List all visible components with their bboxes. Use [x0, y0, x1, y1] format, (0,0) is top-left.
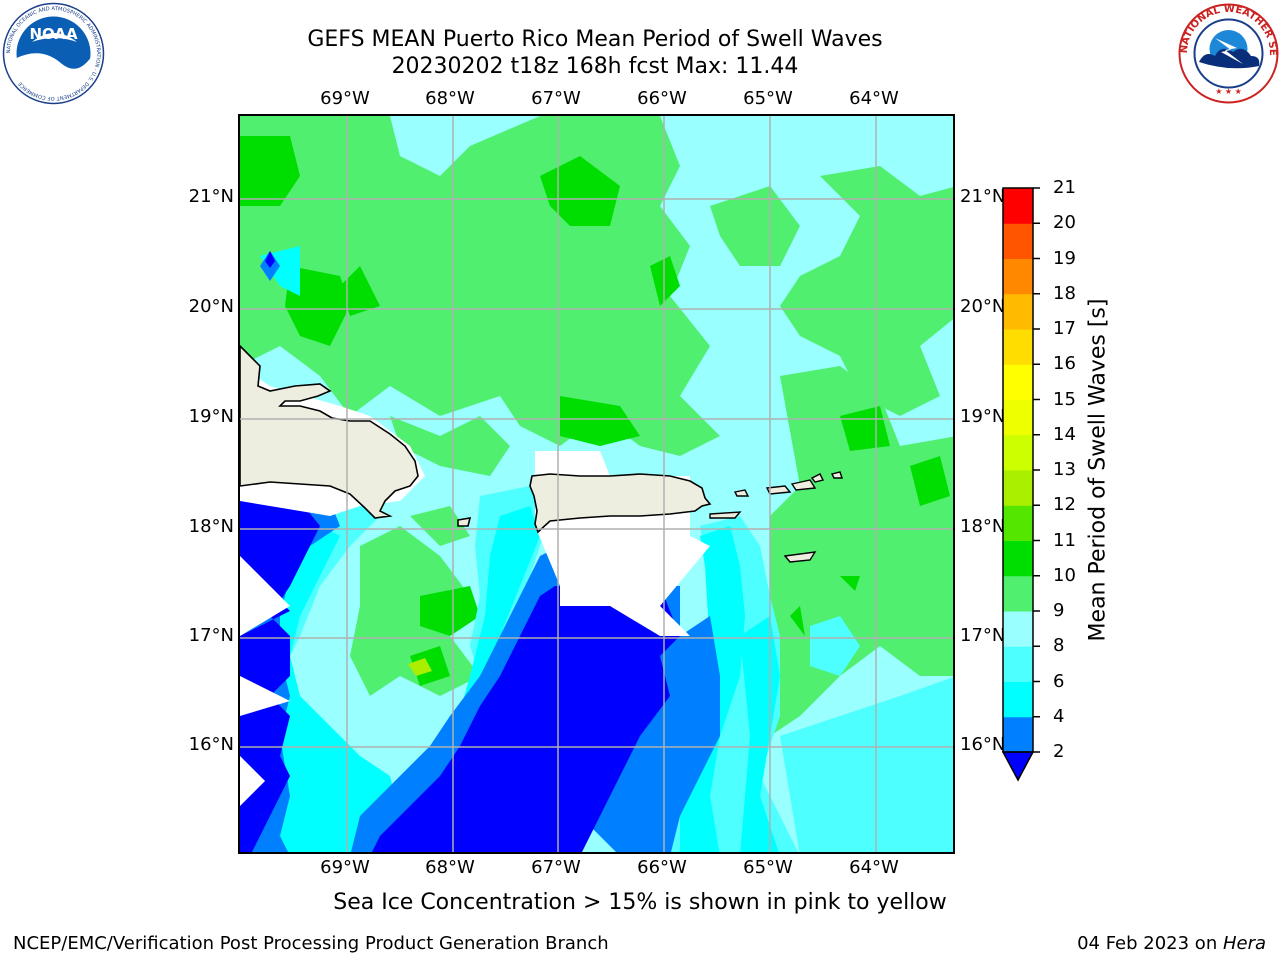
lon-label-top: 67°W [531, 88, 581, 109]
lon-label-top: 66°W [637, 88, 687, 109]
colorbar-cell [1003, 223, 1033, 259]
lat-label-right: 17°N [960, 625, 1006, 646]
colorbar-tick-label: 2 [1053, 741, 1065, 762]
land-puerto-rico [457, 473, 712, 534]
colorbar-tick-label: 21 [1053, 177, 1076, 198]
lat-label-right: 16°N [960, 734, 1006, 755]
lat-label-left: 18°N [188, 516, 234, 537]
colorbar-tick-label: 8 [1053, 635, 1065, 657]
colorbar-tick-label: 9 [1053, 600, 1065, 621]
colorbar-tick-label: 20 [1053, 212, 1076, 234]
colorbar-tick-label: 13 [1053, 459, 1076, 480]
colorbar-ticks [1033, 187, 1040, 753]
svg-text:★ ★ ★: ★ ★ ★ [1215, 87, 1242, 96]
lon-label-top: 68°W [425, 88, 475, 109]
colorbar-cell [1003, 188, 1033, 224]
lon-label-bottom: 67°W [531, 857, 581, 878]
colorbar-cell [1003, 505, 1033, 541]
lon-label-top: 69°W [320, 88, 370, 109]
sea-ice-note: Sea Ice Concentration > 15% is shown in … [333, 890, 947, 915]
contour-10-11-s [240, 136, 950, 686]
colorbar-title: Mean Period of Swell Waves [s] [1085, 298, 1111, 642]
colorbar-cell [1003, 293, 1033, 330]
footer-date-text: 04 Feb 2023 on [1077, 933, 1223, 954]
lon-label-bottom: 66°W [637, 857, 687, 878]
colorbar-cell [1003, 575, 1033, 612]
colorbar-cell [1003, 399, 1033, 436]
contour-below-2-s [240, 251, 680, 852]
graticule [240, 116, 953, 852]
colorbar-tick-label: 16 [1053, 353, 1076, 375]
nws-logo: NATIONAL WEATHER SERVICE ★ ★ ★ [1173, 0, 1280, 105]
footer-branch: NCEP/EMC/Verification Post Processing Pr… [13, 933, 609, 954]
lat-label-right: 21°N [960, 186, 1006, 207]
lat-label-right: 19°N [960, 406, 1006, 427]
land-hispaniola [240, 344, 419, 519]
colorbar-tick-label: 6 [1053, 670, 1065, 692]
lon-label-bottom: 68°W [425, 857, 475, 878]
colorbar-tick-label: 15 [1053, 388, 1076, 410]
lat-label-right: 20°N [960, 296, 1006, 317]
chart-subtitle: 20230202 t18z 168h fcst Max: 11.44 [391, 54, 799, 79]
map-svg [240, 116, 953, 852]
colorbar-cell [1003, 470, 1033, 506]
colorbar [1001, 187, 1040, 782]
colorbar-cell [1003, 364, 1033, 400]
colorbar-cell [1003, 329, 1033, 365]
colorbar-tick-label: 4 [1053, 705, 1065, 727]
colorbar-tick-label: 12 [1053, 494, 1076, 516]
colorbar-cell [1003, 540, 1033, 577]
colorbar-cell [1003, 611, 1033, 647]
colorbar-cell [1003, 434, 1033, 471]
lat-label-left: 19°N [188, 406, 234, 427]
noaa-logo-text: NOAA [29, 25, 78, 43]
lon-label-bottom: 69°W [320, 857, 370, 878]
colorbar-tick-label: 19 [1053, 247, 1076, 269]
noaa-logo: NOAA NATIONAL OCEANIC AND ATMOSPHERIC AD… [2, 2, 105, 105]
colorbar-cell [1003, 716, 1033, 753]
land-virgin-islands [709, 471, 843, 563]
chart-title: GEFS MEAN Puerto Rico Mean Period of Swe… [307, 27, 883, 52]
colorbar-cell [1003, 258, 1033, 295]
footer-host: Hera [1222, 933, 1266, 954]
lat-label-left: 16°N [188, 734, 234, 755]
map-plot-area [238, 114, 955, 854]
contour-12-13-s [408, 658, 432, 676]
lat-label-left: 21°N [188, 186, 234, 207]
lat-label-left: 17°N [188, 625, 234, 646]
lon-label-bottom: 64°W [849, 857, 899, 878]
lon-label-bottom: 65°W [743, 857, 793, 878]
lat-label-left: 20°N [188, 296, 234, 317]
colorbar-cell [1003, 681, 1033, 718]
colorbar-tick-label: 11 [1053, 529, 1076, 551]
colorbar-extend-arrow [1001, 751, 1035, 782]
colorbar-tick-label: 10 [1053, 564, 1076, 586]
colorbar-tick-label: 14 [1053, 423, 1076, 445]
colorbar-cell [1003, 646, 1033, 682]
lon-label-top: 64°W [849, 88, 899, 109]
lon-label-top: 65°W [743, 88, 793, 109]
colorbar-tick-label: 18 [1053, 282, 1076, 304]
footer-date: 04 Feb 2023 on Hera [1077, 933, 1266, 954]
lat-label-right: 18°N [960, 516, 1006, 537]
colorbar-tick-label: 17 [1053, 318, 1076, 339]
colorbar-cells [1003, 188, 1033, 753]
